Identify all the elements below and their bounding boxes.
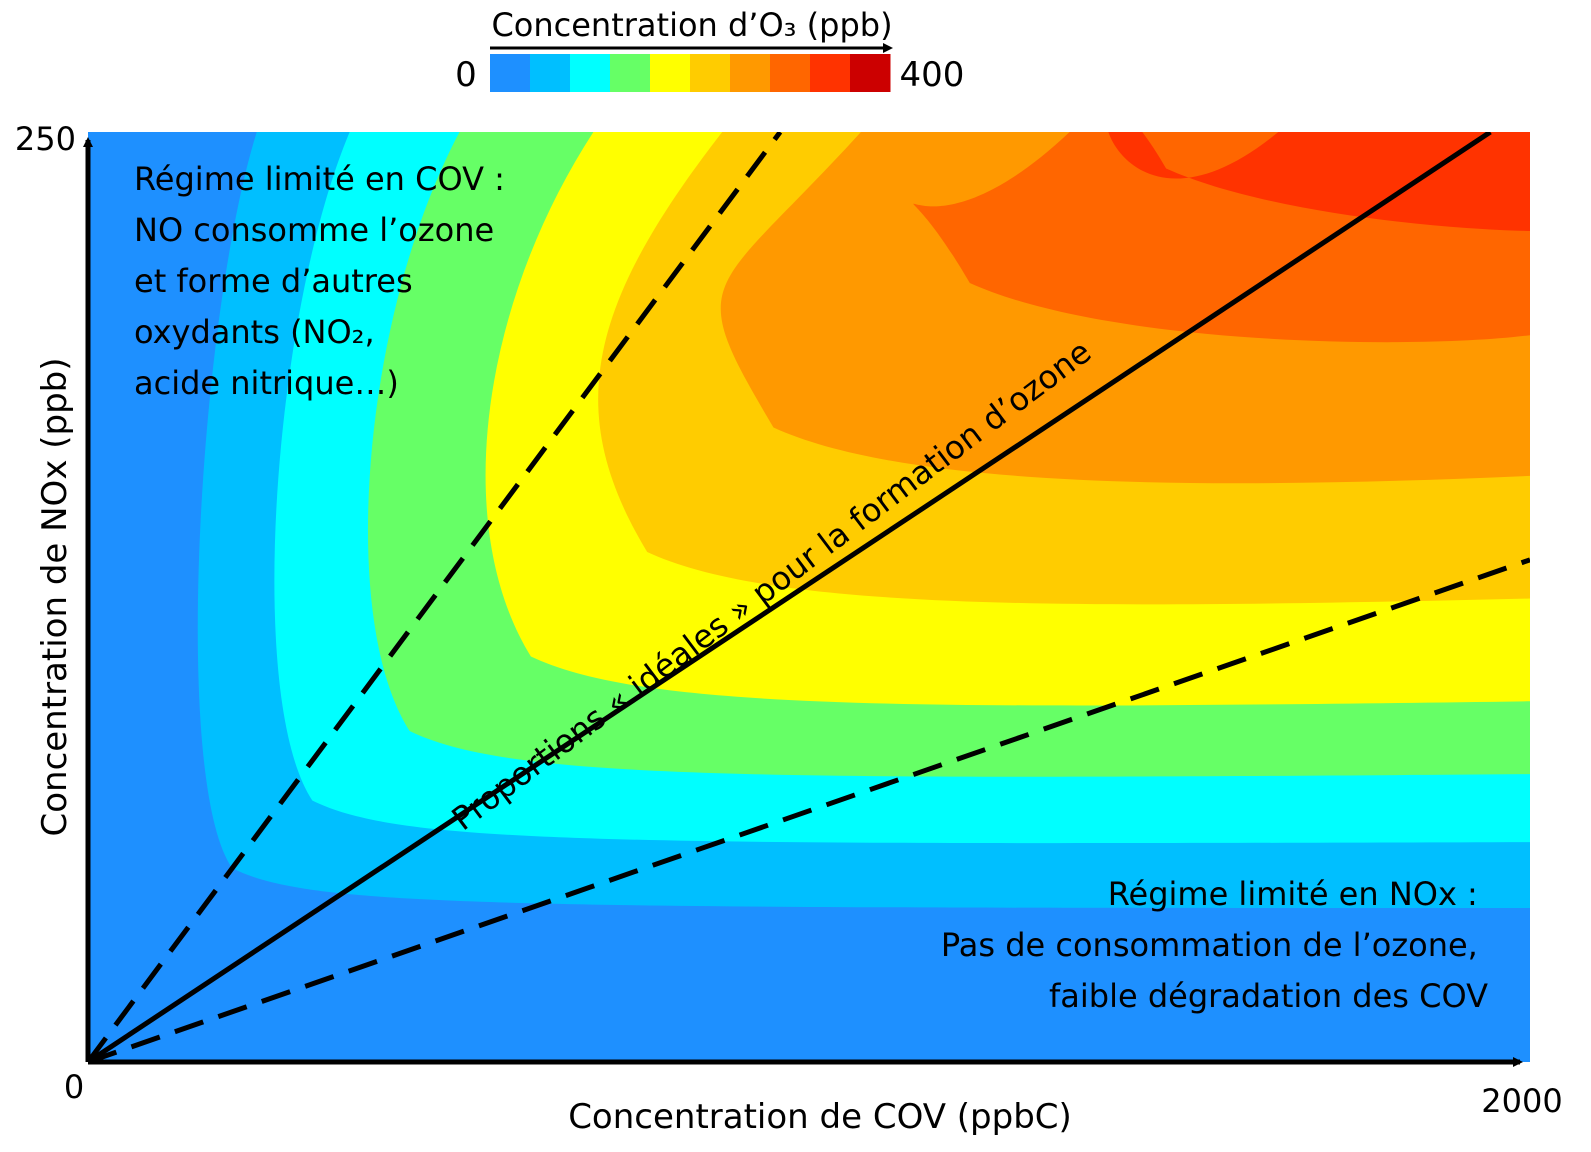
nox-limited-regime-annotation: Régime limité en NOx : Pas de consommati… <box>941 875 1488 1015</box>
ozone-contours <box>197 132 1530 908</box>
colorbar-cell <box>570 54 611 92</box>
colorbar-cell <box>490 54 531 92</box>
colorbar-cell <box>650 54 691 92</box>
ideal-ratio-line <box>88 132 1492 1062</box>
colorbar-cell <box>610 54 651 92</box>
colorbar-cell <box>810 54 851 92</box>
x-tick-max: 2000 <box>1481 1082 1562 1120</box>
colorbar-cell <box>690 54 731 92</box>
colorbar-cell <box>770 54 811 92</box>
heatmap-area <box>88 132 1530 1062</box>
colorbar <box>490 54 891 92</box>
voc-limited-regime-annotation: Régime limité en COV : NO consomme l’ozo… <box>134 160 515 402</box>
x-tick-min: 0 <box>64 1068 84 1106</box>
colorbar-cell <box>530 54 571 92</box>
contour-band <box>1108 132 1530 231</box>
y-tick-max: 250 <box>15 120 76 158</box>
colorbar-cell <box>730 54 771 92</box>
regime-lines <box>88 132 1530 1062</box>
colorbar-cell <box>850 54 891 92</box>
colorbar-min-label: 0 <box>455 55 477 95</box>
colorbar-max-label: 400 <box>900 55 965 95</box>
dashed-regime-line <box>88 132 783 1062</box>
colorbar-title: Concentration d’O₃ (ppb) <box>491 6 892 44</box>
dashed-regime-line <box>88 557 1530 1062</box>
y-axis-label: Concentration de NOx (ppb) <box>35 357 75 836</box>
x-axis-label: Concentration de COV (ppbC) <box>568 1097 1072 1137</box>
